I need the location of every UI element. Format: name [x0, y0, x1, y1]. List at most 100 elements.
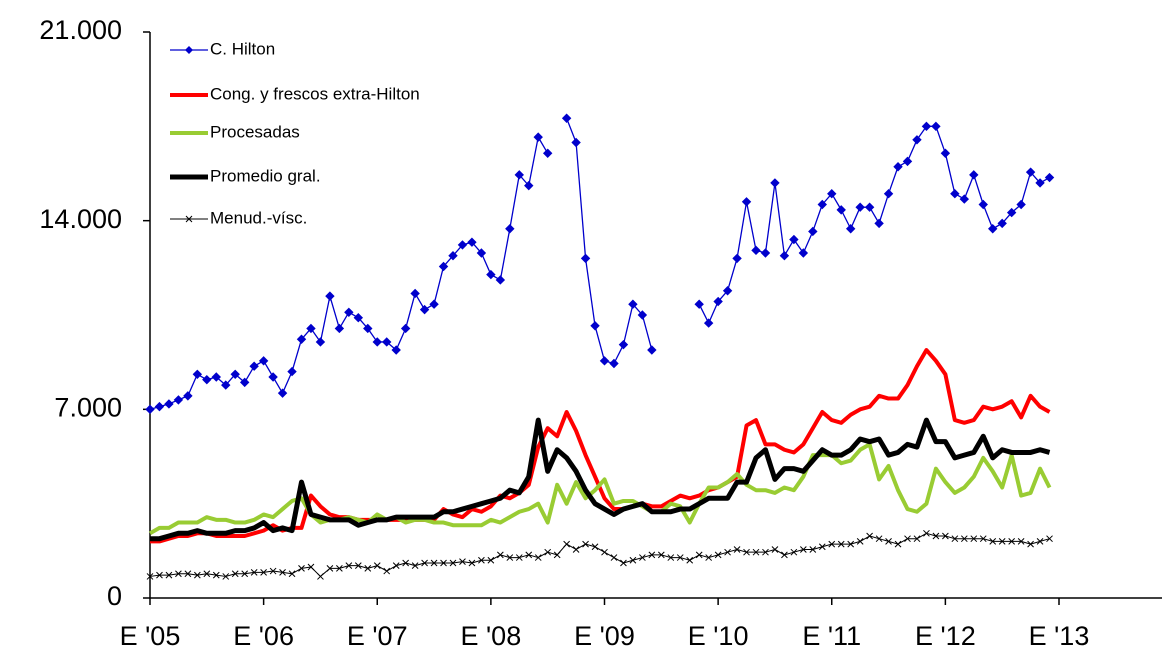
point: [866, 532, 873, 540]
point: [382, 337, 392, 347]
point: [459, 558, 466, 565]
point: [449, 559, 457, 567]
point: [599, 356, 610, 366]
point: [760, 248, 771, 258]
point: [789, 234, 799, 245]
point: [306, 323, 316, 334]
point: [902, 156, 913, 167]
point: [505, 224, 515, 234]
point: [476, 248, 487, 258]
point: [468, 559, 476, 567]
point: [184, 570, 192, 578]
point: [647, 345, 657, 355]
x-tick-label: E '09: [574, 621, 635, 651]
point: [855, 202, 865, 212]
point: [563, 540, 570, 548]
point: [751, 245, 761, 256]
point: [724, 548, 731, 556]
point: [894, 540, 902, 548]
point: [553, 551, 561, 559]
point: [506, 554, 514, 561]
point: [486, 269, 496, 280]
point: [354, 562, 362, 570]
point: [845, 224, 856, 234]
point: [542, 148, 553, 158]
point: [534, 554, 542, 561]
point: [951, 535, 959, 543]
point: [743, 548, 750, 556]
point: [193, 571, 201, 579]
point: [960, 535, 968, 543]
point: [705, 554, 713, 561]
point: [809, 546, 817, 553]
x-tick-label: E '11: [802, 621, 861, 651]
point: [847, 540, 855, 548]
point: [1044, 172, 1055, 183]
y-tick-label: 14.000: [39, 204, 122, 234]
point: [345, 562, 353, 570]
point: [202, 374, 212, 385]
point: [572, 546, 580, 553]
point: [317, 573, 324, 580]
point: [495, 275, 506, 285]
point: [268, 372, 278, 382]
point: [798, 248, 809, 258]
point: [610, 554, 618, 561]
point: [515, 554, 523, 561]
point: [249, 361, 259, 371]
point: [183, 391, 193, 401]
point: [192, 369, 203, 380]
point: [808, 226, 818, 237]
point: [733, 546, 741, 553]
point: [883, 189, 894, 199]
x-tick-label: E '10: [688, 621, 749, 651]
point: [325, 291, 335, 301]
point: [582, 540, 589, 548]
point: [921, 121, 932, 132]
point: [411, 562, 419, 570]
point: [467, 237, 477, 247]
point: [241, 570, 249, 578]
point: [864, 202, 875, 212]
point: [818, 543, 826, 551]
series-line: [149, 118, 1050, 410]
point: [648, 551, 656, 559]
point: [419, 304, 430, 315]
point: [1025, 167, 1036, 177]
point: [146, 573, 154, 580]
y-tick-label: 0: [107, 581, 122, 611]
point: [1046, 535, 1053, 543]
point: [154, 401, 165, 412]
point: [336, 564, 343, 572]
point: [145, 404, 155, 415]
point: [571, 137, 581, 148]
point: [430, 559, 438, 567]
point: [609, 358, 619, 369]
point: [874, 218, 884, 229]
point: [1006, 207, 1017, 218]
x-tick-label: E '08: [461, 621, 522, 651]
y-tick-label: 7.000: [54, 392, 122, 422]
point: [722, 286, 733, 296]
series-line: [150, 417, 1051, 542]
point: [959, 194, 970, 204]
legend-marker: [185, 46, 193, 54]
point: [657, 551, 665, 559]
point: [694, 299, 704, 309]
x-tick-label: E '13: [1029, 621, 1090, 651]
point: [438, 261, 449, 272]
point: [913, 535, 921, 543]
point: [676, 554, 684, 561]
point: [912, 135, 922, 145]
point: [344, 307, 354, 318]
point: [239, 377, 250, 388]
point: [279, 569, 286, 576]
point: [533, 132, 543, 142]
point: [496, 551, 504, 559]
legend-marker: [185, 215, 193, 223]
point: [827, 189, 837, 199]
point: [164, 399, 174, 409]
point: [561, 113, 572, 123]
point: [440, 559, 447, 567]
point: [258, 356, 269, 366]
